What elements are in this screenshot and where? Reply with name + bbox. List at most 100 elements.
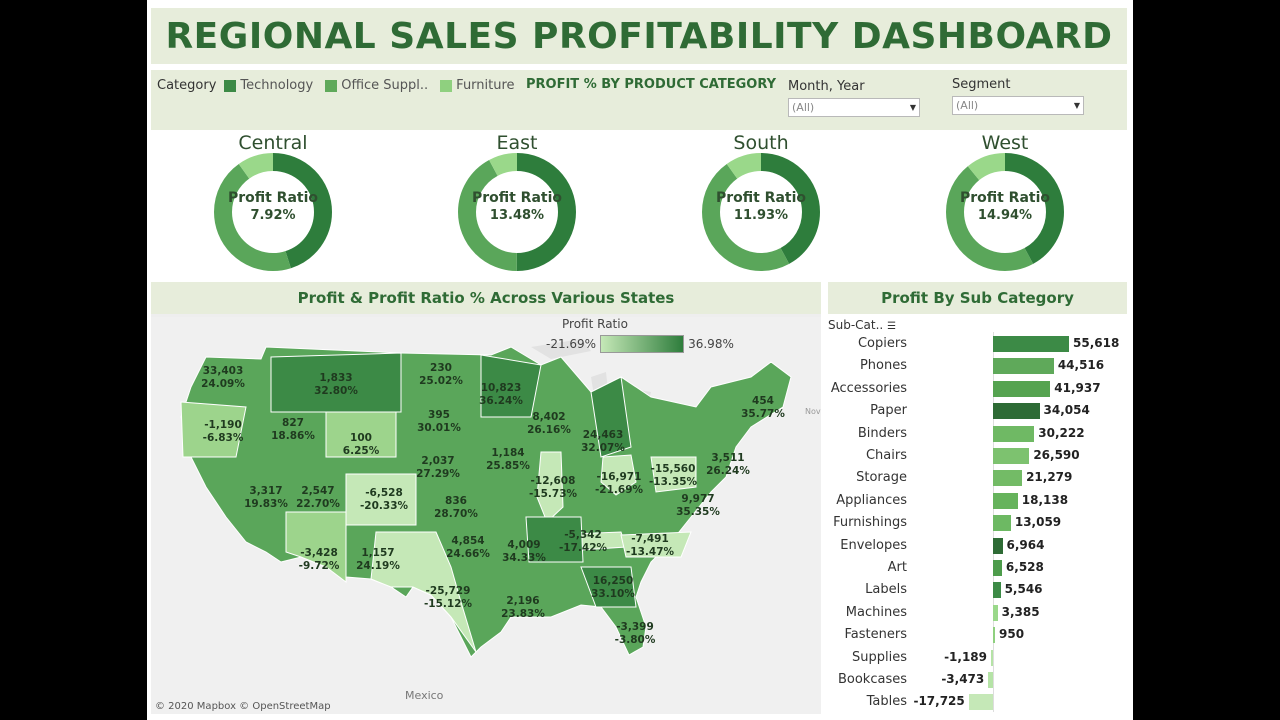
bar[interactable] — [993, 470, 1023, 487]
legend-technology[interactable]: Technology — [224, 78, 313, 93]
map-credit[interactable]: © 2020 Mapbox © OpenStreetMap — [155, 701, 331, 712]
donut-segment[interactable] — [946, 153, 1064, 271]
bar[interactable] — [993, 560, 1002, 576]
bar[interactable] — [993, 582, 1001, 599]
bar-row[interactable]: Storage 21,279 — [828, 467, 1127, 489]
bar[interactable] — [968, 694, 993, 711]
donut-segment[interactable] — [214, 153, 332, 271]
state-profit: 3,317 — [249, 485, 283, 497]
bar-row[interactable]: Supplies -1,189 — [828, 647, 1127, 669]
donut-segment[interactable] — [458, 153, 576, 271]
donut-segment[interactable] — [214, 153, 332, 271]
dashboard: REGIONAL SALES PROFITABILITY DASHBOARD C… — [147, 0, 1133, 720]
state-label: 1,184 25.85% — [478, 447, 538, 473]
bar-row[interactable]: Copiers 55,618 — [828, 333, 1127, 355]
state-profit: 836 — [445, 495, 467, 507]
state-profit: 3,511 — [711, 452, 745, 464]
bar[interactable] — [993, 425, 1035, 442]
bar[interactable] — [993, 336, 1069, 352]
state-ratio: 28.70% — [434, 508, 478, 520]
bar-row[interactable]: Bookcases -3,473 — [828, 669, 1127, 691]
bar-row[interactable]: Labels 5,546 — [828, 579, 1127, 601]
dark-states — [270, 352, 637, 608]
donut-ring — [458, 153, 576, 271]
bar[interactable] — [993, 380, 1051, 397]
month-year-dropdown[interactable]: (All) ▼ — [788, 98, 920, 117]
segment-label: Segment — [952, 77, 1011, 92]
bar-category-label: Copiers — [857, 336, 907, 351]
bar-row[interactable]: Appliances 18,138 — [828, 490, 1127, 512]
state-ratio: 30.01% — [417, 422, 461, 434]
bar[interactable] — [988, 672, 993, 688]
bar-row[interactable]: Fasteners 950 — [828, 624, 1127, 646]
state-map[interactable]: 33,403 24.09% -1,190 -6.83% 1,833 32.80% 827 18… — [151, 317, 821, 714]
donut-south[interactable]: South Profit Ratio 11.93% — [681, 132, 841, 277]
bar-row[interactable]: Binders 30,222 — [828, 423, 1127, 445]
bar-row[interactable]: Furnishings 13,059 — [828, 512, 1127, 534]
bar-row[interactable]: Art 6,528 — [828, 557, 1127, 579]
bar[interactable] — [993, 358, 1054, 375]
state-ratio: -13.47% — [625, 546, 675, 558]
bar[interactable] — [993, 537, 1003, 554]
bar-row[interactable]: Machines 3,385 — [828, 602, 1127, 624]
donut-segment[interactable] — [946, 153, 1064, 271]
donut-value: 14.94% — [977, 208, 1033, 223]
state-label: 4,854 24.66% — [438, 535, 498, 561]
legend-swatch — [325, 79, 338, 92]
donut-west[interactable]: West Profit Ratio 14.94% — [925, 132, 1085, 277]
segment-dropdown[interactable]: (All) ▼ — [952, 96, 1084, 115]
bar-value-label: -1,189 — [944, 649, 987, 664]
state-label: 2,037 27.29% — [408, 455, 468, 481]
legend-furniture[interactable]: Furniture — [440, 78, 515, 93]
bar-category-label: Binders — [857, 425, 907, 441]
bar[interactable] — [993, 403, 1040, 420]
bar-row[interactable]: Phones 44,516 — [828, 355, 1127, 377]
state-ratio: 23.83% — [501, 608, 545, 620]
donut-segment[interactable] — [702, 153, 820, 271]
bar-row[interactable]: Accessories 41,937 — [828, 378, 1127, 400]
state-profit: -12,608 — [530, 475, 576, 487]
map-place-label: Mexico — [405, 689, 444, 702]
legend-swatch — [440, 79, 453, 92]
bar[interactable] — [993, 604, 998, 621]
bar[interactable] — [991, 649, 993, 666]
state-ratio: 24.09% — [201, 378, 245, 390]
donut-segment[interactable] — [458, 153, 576, 271]
bar-row[interactable]: Envelopes 6,964 — [828, 535, 1127, 557]
donut-segment[interactable] — [702, 153, 820, 271]
bar-category-label: Envelopes — [840, 537, 907, 553]
state-profit: 24,463 — [582, 429, 624, 441]
state-profit: 4,009 — [507, 539, 541, 551]
state-ratio: -9.72% — [298, 560, 340, 572]
bar-row[interactable]: Paper 34,054 — [828, 400, 1127, 422]
state-label: 100 6.25% — [331, 432, 391, 458]
bar[interactable] — [993, 492, 1018, 509]
bar-row[interactable]: Chairs 26,590 — [828, 445, 1127, 467]
bar-row[interactable]: Tables -17,725 — [828, 691, 1127, 713]
sort-icon[interactable]: ☰ — [887, 321, 897, 332]
state-profit: 2,196 — [506, 595, 540, 607]
bar-category-label: Accessories — [830, 380, 907, 396]
donut-ring — [702, 153, 820, 271]
subcategory-axis-label[interactable]: Sub-Cat.. ☰ — [828, 318, 896, 332]
state-ratio: 22.70% — [296, 498, 340, 510]
state-ratio: 27.29% — [416, 468, 460, 480]
state-profit: -5,342 — [564, 529, 602, 541]
bar-category-label: Appliances — [836, 492, 907, 508]
donut-east[interactable]: East Profit Ratio 13.48% — [437, 132, 597, 277]
donut-ring — [946, 153, 1064, 271]
bar[interactable] — [993, 627, 995, 644]
legend-office-supplies[interactable]: Office Suppl.. — [325, 78, 428, 93]
state-ratio: -17.42% — [558, 542, 608, 554]
bar[interactable] — [993, 515, 1011, 532]
bar[interactable] — [993, 448, 1030, 464]
donut-label: Profit Ratio — [471, 190, 563, 206]
state-profit: 1,184 — [491, 447, 525, 459]
donut-region: Central — [238, 132, 308, 154]
donut-label: Profit Ratio — [227, 190, 319, 206]
map-title: Profit & Profit Ratio % Across Various S… — [151, 282, 821, 314]
donut-central[interactable]: Central Profit Ratio 7.92% — [193, 132, 353, 277]
state-ratio: 36.24% — [479, 395, 523, 407]
state-ratio: -21.69% — [594, 484, 644, 496]
state-label: 9,977 35.35% — [668, 493, 728, 519]
